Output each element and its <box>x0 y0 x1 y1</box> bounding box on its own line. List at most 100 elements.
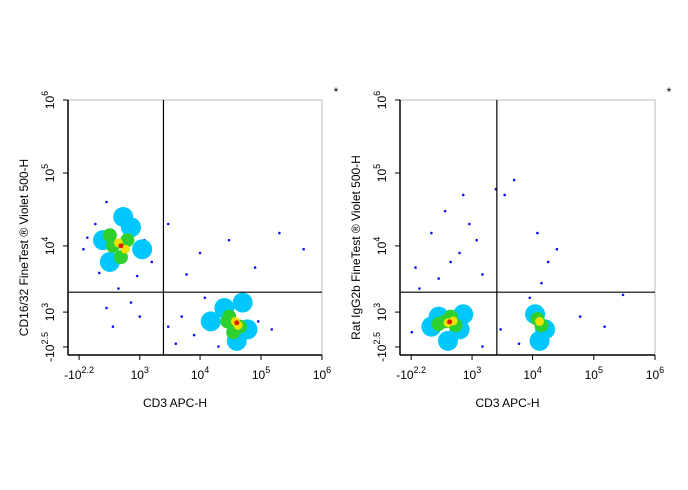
event-point <box>512 178 516 182</box>
x-tick-label-base: -10 <box>64 368 82 382</box>
y-tick-label: 105 <box>40 164 57 182</box>
y-tick-label-exponent: 4 <box>40 237 50 242</box>
x-tick-label-exponent: 2.2 <box>414 365 427 375</box>
event-point <box>410 330 414 334</box>
y-tick-label-exponent: 4 <box>372 237 382 242</box>
event-point <box>621 293 625 297</box>
x-tick-label-exponent: 5 <box>598 365 603 375</box>
y-tick-label-exponent: 5 <box>40 164 50 169</box>
event-point <box>117 287 120 290</box>
event-point <box>546 260 550 264</box>
x-tick-label-exponent: 3 <box>144 365 149 375</box>
event-point <box>118 243 124 249</box>
event-point <box>458 251 461 255</box>
event-point <box>198 251 202 255</box>
event-point <box>481 273 484 276</box>
y-tick-label-base: 10 <box>43 96 57 110</box>
x-tick-label: -102.2 <box>396 365 426 382</box>
event-point <box>102 228 117 243</box>
event-point <box>430 231 433 235</box>
event-point <box>540 281 543 285</box>
x-tick-label-base: 10 <box>191 368 205 382</box>
x-tick-label: -102.2 <box>64 365 94 382</box>
y-tick-label-base: 10 <box>43 169 57 183</box>
event-point <box>185 273 188 276</box>
event-point <box>192 333 196 337</box>
y-tick-label-exponent: 6 <box>40 91 50 96</box>
y-tick-label: 104 <box>372 237 389 255</box>
event-point <box>256 320 260 323</box>
y-tick-label: 106 <box>372 91 389 109</box>
event-point <box>232 292 253 313</box>
x-tick-label-base: 10 <box>252 368 266 382</box>
event-point <box>503 193 507 197</box>
event-point <box>418 287 421 290</box>
event-point <box>174 342 178 345</box>
y-tick-label-base: -10 <box>375 344 389 362</box>
y-tick-label-exponent: 3 <box>372 303 382 308</box>
event-point <box>443 209 447 213</box>
event-point <box>578 315 582 318</box>
event-point <box>166 222 170 226</box>
y-tick-label: -102.5 <box>40 332 57 362</box>
x-tick-label-exponent: 6 <box>659 365 664 375</box>
x-tick-label-exponent: 6 <box>326 365 331 375</box>
event-point <box>135 274 139 278</box>
y-tick-label-base: 10 <box>43 241 57 255</box>
event-point <box>270 328 274 331</box>
x-tick-label: 105 <box>585 365 603 382</box>
x-tick-label: 106 <box>313 365 331 382</box>
x-tick-label-base: 10 <box>646 368 660 382</box>
x-tick-label-base: 10 <box>313 368 327 382</box>
y-tick-label: 105 <box>372 164 389 182</box>
x-tick-label-base: 10 <box>585 368 599 382</box>
y-axis-title: CD16/32 FineTest ® Violet 500-H <box>17 159 31 336</box>
y-tick-label: 103 <box>40 303 57 321</box>
event-point <box>180 315 184 318</box>
event-point <box>603 325 606 328</box>
event-point <box>217 345 220 348</box>
event-point <box>111 325 115 328</box>
y-tick-label: -102.5 <box>372 332 389 362</box>
event-point <box>129 301 133 304</box>
y-tick-label-base: -10 <box>43 344 57 362</box>
x-tick-label-exponent: 2.2 <box>82 365 95 375</box>
event-point <box>481 345 484 348</box>
event-point <box>94 222 97 226</box>
event-point <box>499 328 502 331</box>
event-point <box>447 319 453 325</box>
event-point <box>132 239 153 260</box>
x-tick-label: 106 <box>646 365 664 382</box>
plot: -102.2 103 104 105 106-102.5103104105106CD3 … <box>349 85 672 410</box>
y-tick-label-exponent: 2.5 <box>40 332 50 345</box>
event-point <box>529 330 550 351</box>
event-point <box>86 236 89 239</box>
event-point <box>437 330 458 351</box>
event-point <box>468 222 471 226</box>
event-point <box>105 306 108 310</box>
y-tick-label: 106 <box>40 91 57 109</box>
event-point <box>234 320 240 326</box>
event-point <box>278 231 281 235</box>
y-tick-label-exponent: 3 <box>40 303 50 308</box>
event-point <box>82 247 85 251</box>
event-point <box>150 260 154 264</box>
x-tick-label-base: 10 <box>463 368 477 382</box>
y-tick-label-base: 10 <box>375 241 389 255</box>
x-tick-label-exponent: 4 <box>537 365 542 375</box>
y-axis-title: Rat IgG2b FineTest ® Violet 500-H <box>349 155 363 340</box>
x-tick-label-exponent: 3 <box>476 365 481 375</box>
x-tick-label-base: -10 <box>396 368 414 382</box>
event-point <box>528 296 532 300</box>
note: * <box>334 85 339 99</box>
x-tick-label-exponent: 5 <box>265 365 270 375</box>
x-tick-label: 104 <box>191 365 209 382</box>
event-point <box>97 271 101 275</box>
y-tick-label-base: 10 <box>375 169 389 183</box>
event-point <box>200 311 221 332</box>
y-tick-label-exponent: 5 <box>372 164 382 169</box>
event-point <box>138 315 142 318</box>
x-tick-label: 104 <box>523 365 541 382</box>
